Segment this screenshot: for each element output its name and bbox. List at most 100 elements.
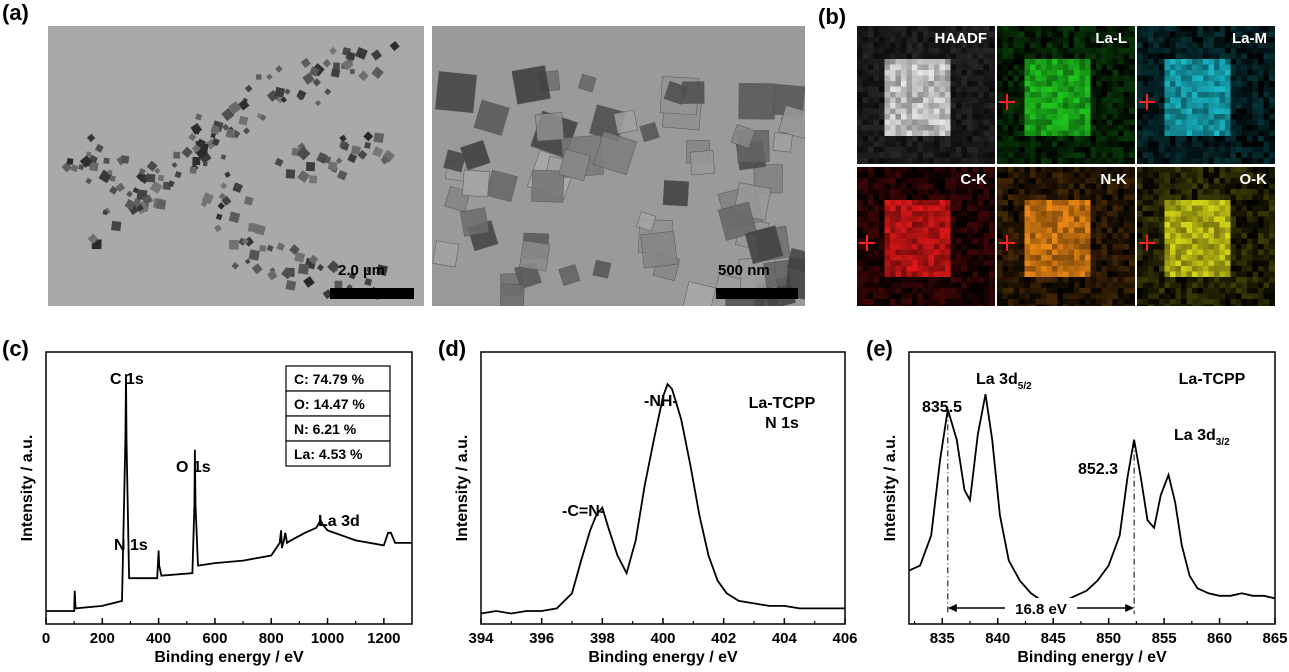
map-pixel: [1063, 59, 1069, 65]
map-pixel: [961, 189, 968, 195]
map-pixel: [1090, 70, 1097, 76]
map-pixel: [1175, 163, 1182, 164]
map-pixel: [873, 48, 880, 54]
map-pixel: [1225, 70, 1231, 76]
map-pixel: [1134, 152, 1135, 159]
map-pixel: [994, 37, 995, 43]
map-pixel: [1241, 103, 1248, 109]
map-pixel: [1112, 271, 1119, 278]
map-pixel: [1118, 114, 1124, 120]
map-pixel: [1263, 108, 1270, 115]
map-pixel: [972, 167, 979, 173]
map-pixel: [1241, 227, 1248, 234]
map-pixel: [1074, 244, 1080, 250]
map-pixel: [857, 260, 863, 267]
nanocube: [312, 78, 321, 87]
map-pixel: [1148, 26, 1154, 32]
x-tick-label: 0: [42, 630, 50, 647]
map-pixel: [994, 260, 995, 267]
map-pixel: [1035, 238, 1042, 245]
map-pixel: [956, 249, 962, 256]
map-pixel: [1063, 282, 1069, 289]
map-pixel: [1181, 172, 1187, 179]
map-pixel: [1123, 103, 1130, 109]
map-pixel: [1203, 97, 1209, 104]
map-pixel: [961, 260, 968, 267]
nanocube: [308, 254, 319, 265]
map-pixel: [1052, 158, 1058, 164]
map-pixel: [1142, 205, 1149, 212]
map-pixel: [1074, 260, 1080, 267]
map-pixel: [1153, 136, 1160, 142]
map-pixel: [956, 244, 962, 250]
map-pixel: [1159, 64, 1165, 71]
map-pixel: [961, 147, 968, 153]
map-pixel: [1101, 205, 1108, 212]
map-pixel: [1137, 249, 1143, 256]
map-pixel: [967, 70, 973, 76]
map-pixel: [939, 172, 946, 179]
map-pixel: [978, 70, 984, 76]
map-pixel: [1170, 97, 1176, 104]
map-pixel: [1258, 163, 1264, 164]
map-pixel: [1269, 288, 1275, 294]
map-pixel: [1030, 244, 1036, 250]
nanocube: [229, 239, 239, 250]
map-pixel: [928, 282, 935, 289]
map-pixel: [1041, 183, 1047, 190]
map-pixel: [956, 81, 962, 87]
map-pixel: [1030, 249, 1036, 256]
map-pixel: [1241, 59, 1248, 65]
map-pixel: [1035, 86, 1042, 93]
nanocube: [640, 230, 678, 269]
map-pixel: [997, 136, 1003, 142]
map-pixel: [1252, 183, 1259, 190]
map-pixel: [1041, 222, 1047, 228]
map-pixel: [912, 31, 918, 38]
map-pixel: [1013, 244, 1020, 250]
map-pixel: [1085, 92, 1091, 98]
map-pixel: [901, 103, 907, 109]
map-pixel: [1002, 244, 1009, 250]
map-pixel: [1137, 288, 1143, 294]
map-pixel: [1203, 53, 1209, 60]
map-pixel: [1107, 216, 1113, 223]
map-pixel: [862, 244, 869, 250]
map-pixel: [1134, 147, 1135, 153]
map-pixel: [1112, 92, 1119, 98]
map-pixel: [1269, 26, 1275, 32]
map-pixel: [1112, 130, 1119, 137]
map-pixel: [884, 178, 891, 184]
map-pixel: [912, 216, 918, 223]
map-pixel: [956, 304, 962, 306]
map-pixel: [901, 255, 907, 261]
map-pixel: [956, 227, 962, 234]
map-pixel: [1153, 255, 1160, 261]
map-pixel: [1134, 200, 1135, 206]
map-pixel: [868, 114, 874, 120]
map-pixel: [989, 114, 995, 120]
map-pixel: [1241, 31, 1248, 38]
map-pixel: [1263, 205, 1270, 212]
map-pixel: [1030, 97, 1036, 104]
map-pixel: [1219, 216, 1226, 223]
map-pixel: [1203, 26, 1209, 32]
map-pixel: [950, 81, 957, 87]
map-pixel: [997, 183, 1003, 190]
map-pixel: [917, 299, 924, 305]
map-pixel: [873, 205, 880, 212]
map-pixel: [873, 299, 880, 305]
map-pixel: [1164, 266, 1171, 272]
map-pixel: [895, 147, 902, 153]
map-pixel: [1068, 194, 1075, 201]
map-pixel: [1118, 48, 1124, 54]
map-pixel: [1101, 75, 1108, 82]
map-pixel: [1035, 172, 1042, 179]
map-pixel: [1164, 108, 1171, 115]
map-pixel: [890, 238, 896, 245]
map-pixel: [901, 42, 907, 49]
map-pixel: [994, 288, 995, 294]
map-pixel: [1219, 249, 1226, 256]
map-pixel: [1013, 141, 1020, 148]
map-pixel: [1230, 163, 1237, 164]
